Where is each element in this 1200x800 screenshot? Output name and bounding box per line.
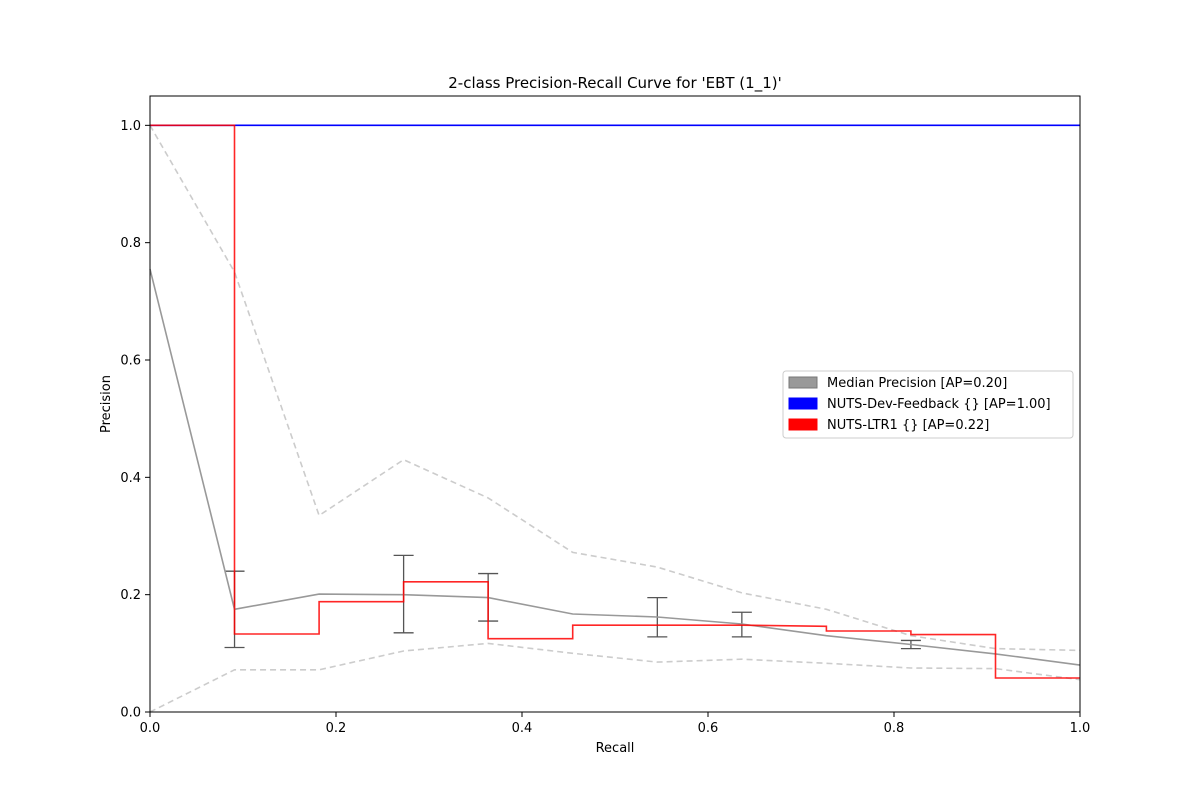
legend-label: Median Precision [AP=0.20] [827,376,1007,391]
y-tick-label: 0.4 [120,471,141,486]
legend: Median Precision [AP=0.20] NUTS-Dev-Feedb… [782,370,1074,439]
x-tick-label: 0.4 [512,721,533,736]
y-axis-label: Precision [99,375,114,433]
plot-frame [149,95,1081,713]
legend-entry: NUTS-LTR1 {} [AP=0.22] [788,418,989,433]
plot-area [149,124,1081,713]
y-tick-label: 0.8 [120,236,141,251]
y-tick-label: 1.0 [120,119,141,134]
chart-title: 2-class Precision-Recall Curve for 'EBT … [448,74,781,93]
legend-swatch [788,397,818,410]
y-axis-ticks: 0.0 0.2 0.4 0.6 0.8 1.0 [120,119,150,721]
x-tick-label: 0.8 [884,721,905,736]
legend-entry: Median Precision [AP=0.20] [788,376,1007,391]
legend-box [782,370,1074,439]
x-axis-label: Recall [596,741,635,756]
legend-label: NUTS-LTR1 {} [AP=0.22] [827,418,989,433]
x-tick-label: 0.0 [140,721,161,736]
nuts-ltr1-line [150,124,1080,679]
legend-swatch [788,376,818,389]
upper-bound-line [149,124,1081,652]
x-axis-ticks: 0.0 0.2 0.4 0.6 0.8 1.0 [140,712,1091,736]
median-precision-line [149,268,1081,666]
legend-entry: NUTS-Dev-Feedback {} [AP=1.00] [788,397,1051,412]
legend-swatch [788,418,818,431]
legend-label: NUTS-Dev-Feedback {} [AP=1.00] [827,397,1051,412]
x-tick-label: 1.0 [1070,721,1091,736]
lower-bound-line [149,642,1081,713]
x-tick-label: 0.6 [698,721,719,736]
x-tick-label: 0.2 [326,721,347,736]
y-tick-label: 0.6 [120,354,141,369]
y-tick-label: 0.2 [120,588,141,603]
y-tick-label: 0.0 [120,706,141,721]
